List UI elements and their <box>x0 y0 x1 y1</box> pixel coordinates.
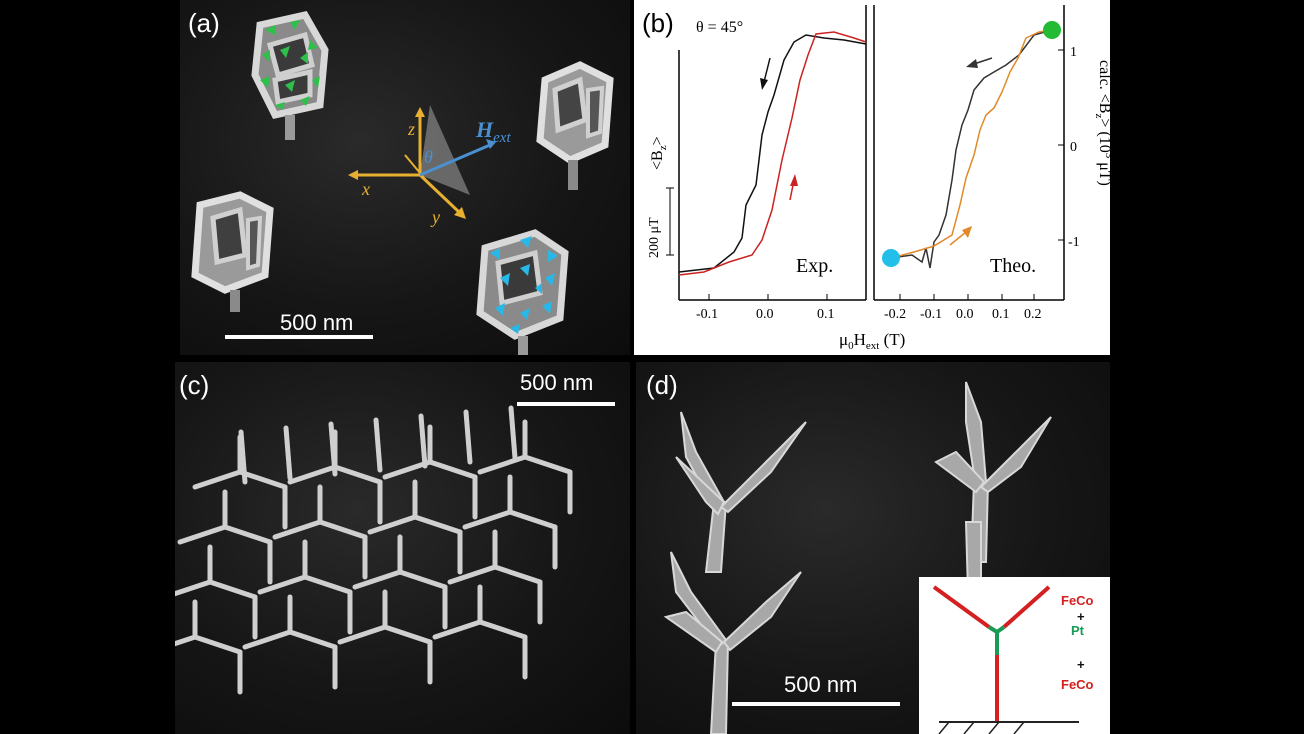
coordinate-axes: z x y θ Hext <box>348 105 511 227</box>
theo-orange-curve <box>890 29 1053 259</box>
panel-a: z x y θ Hext (a) 500 nm <box>180 0 630 355</box>
panel-d: (d) 500 nm FeCo + Pt + FeCo <box>636 362 1110 734</box>
panel-c-scale-bar <box>517 402 615 406</box>
b-left-xtick-0: -0.1 <box>696 307 718 322</box>
hext-label: Hext <box>475 117 511 146</box>
axis-z-label: z <box>407 119 415 139</box>
inset-plus-2: + <box>1077 657 1085 672</box>
panel-d-scale-text: 500 nm <box>784 672 858 697</box>
panel-b-label: (b) <box>642 8 674 38</box>
b-right-xtick-4: 0.2 <box>1024 307 1042 322</box>
theta-value: θ = 45° <box>696 19 743 36</box>
b-xlabel: μ0Hext (T) <box>839 330 905 352</box>
theta-label: θ <box>424 147 433 167</box>
inset-feco-top: FeCo <box>1061 593 1094 608</box>
panel-c-label: (c) <box>179 370 210 400</box>
y-structure-2 <box>934 381 1052 563</box>
panel-d-label: (d) <box>646 370 678 400</box>
exp-tag: Exp. <box>796 255 833 277</box>
b-right-xtick-2: 0.0 <box>956 307 974 322</box>
inset-pt: Pt <box>1071 623 1084 638</box>
nanocube-blue <box>476 229 569 355</box>
panel-d-scale-bar <box>732 702 900 706</box>
b-right-ylabel: calc. <Bz> (103 μT) <box>1093 60 1110 186</box>
exp-black-curve <box>678 34 867 273</box>
b-left-xtick-1: 0.0 <box>756 307 774 322</box>
theo-tag: Theo. <box>990 255 1036 277</box>
b-right-xtick-0: -0.2 <box>884 307 906 322</box>
b-right-ytick-2: -1 <box>1068 235 1080 250</box>
b-scale-label: 200 μT <box>647 217 662 258</box>
panel-a-label: (a) <box>188 8 220 38</box>
panel-a-scale-text: 500 nm <box>280 310 354 335</box>
b-right-xtick-3: 0.1 <box>992 307 1010 322</box>
lattice-graphic <box>175 405 573 695</box>
b-right-xtick-1: -0.1 <box>920 307 942 322</box>
exp-red-curve <box>678 31 867 276</box>
lattice-struts <box>175 405 573 695</box>
axis-x-label: x <box>361 179 370 199</box>
y-structure-1 <box>675 411 807 573</box>
composition-inset: FeCo + Pt + FeCo <box>919 577 1110 734</box>
b-right-ytick-1: 0 <box>1070 140 1077 155</box>
panel-c: (c) 500 nm <box>175 362 630 734</box>
nanocube-green <box>251 11 329 140</box>
start-dot <box>882 249 900 267</box>
y-structure-3 <box>663 551 802 734</box>
b-right-ytick-0: 1 <box>1070 45 1077 60</box>
panel-b-plots: -0.1 0.0 0.1 200 μT <Bz> Exp. θ = 45° -0… <box>647 5 1110 352</box>
axis-y-label: y <box>430 207 440 227</box>
nanocube-plain-right <box>536 61 614 190</box>
b-left-xtick-2: 0.1 <box>817 307 835 322</box>
inset-plus-1: + <box>1077 609 1085 624</box>
panel-b: -0.1 0.0 0.1 200 μT <Bz> Exp. θ = 45° -0… <box>634 0 1110 355</box>
nanocube-plain-left <box>191 191 274 312</box>
inset-feco-bottom: FeCo <box>1061 677 1094 692</box>
b-left-ylabel: <Bz> <box>649 136 669 170</box>
end-dot <box>1043 21 1061 39</box>
inset-diagram <box>932 585 1079 734</box>
panel-c-scale-text: 500 nm <box>520 370 594 395</box>
panel-a-scale-bar <box>225 335 373 339</box>
panel-a-graphic: z x y θ Hext <box>191 11 614 355</box>
